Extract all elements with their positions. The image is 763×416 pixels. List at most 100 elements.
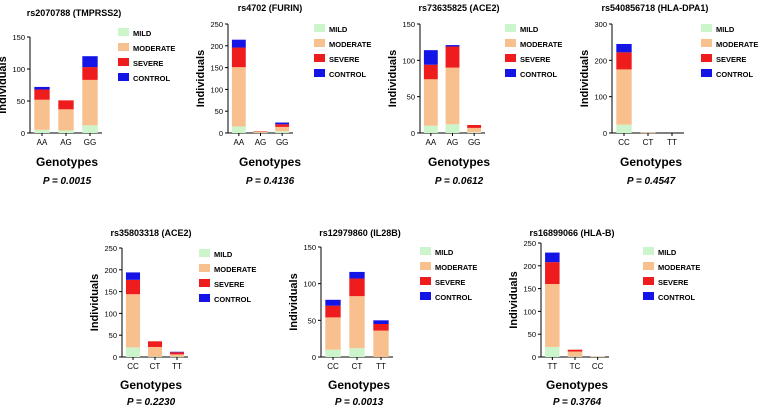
legend-label-control: CONTROL [214,295,251,304]
bar-segment-mild-gg [82,125,98,133]
legend-label-control: CONTROL [329,70,366,79]
bar-segment-mild-cc [616,124,632,133]
legend-label-mild: MILD [133,29,152,38]
legend-swatch-control [314,69,325,77]
x-tick-label: AA [425,138,436,147]
y-tick-label: 150 [12,33,25,42]
bar-segment-moderate-cc [325,317,341,350]
x-tick-label: AG [255,138,267,147]
chart-panel-2: rs4702 (FURIN) 0 50 100 150 200 250 Individuals… [195,3,371,187]
bar-segment-severe-aa [34,89,50,100]
legend-label-mild: MILD [329,25,348,34]
legend-label-moderate: MODERATE [435,263,477,272]
bar-segment-mild-cc [325,349,341,357]
y-tick-label: 150 [402,20,415,29]
chart-title: rs540856718 (HLA-DPA1) [602,3,709,13]
x-tick-label: TT [376,362,386,371]
chart-panel-6: rs12979860 (IL28B) 0 50 100 150 Individuals CC… [288,228,477,408]
bar-segment-mild-cc [125,347,141,357]
x-tick-label: CC [618,138,630,147]
bar-segment-severe-ct [147,341,163,347]
y-tick-label: 50 [407,93,415,102]
bar-segment-mild-ag [253,132,268,134]
x-tick-label: CT [352,362,363,371]
y-tick-label: 50 [17,97,25,106]
y-tick-label: 150 [303,243,316,252]
p-value: P = 0.3764 [553,397,602,408]
p-value: P = 0.2230 [127,397,176,408]
y-axis-label: Individuals [89,274,101,331]
bar-segment-moderate-ct [147,346,163,357]
x-axis-label: Genotypes [546,378,608,392]
p-value: P = 0.4547 [627,176,676,187]
p-value: P = 0.0612 [435,176,484,187]
y-axis-label: Individuals [195,50,207,107]
legend-swatch-mild [118,28,129,36]
chart-title: rs4702 (FURIN) [238,3,303,13]
x-tick-label: TT [547,362,557,371]
bar-segment-control-cc [325,299,341,306]
legend-swatch-mild [505,24,516,32]
bar-segment-moderate-cc [616,69,632,125]
chart-panel-1: rs2070788 (TMPRSS2) 0 50 100 150 Individuals A… [0,8,175,187]
bar-segment-moderate-aa [423,79,438,126]
p-value: P = 0.0013 [335,397,384,408]
bar-segment-severe-cc [616,52,632,70]
x-tick-label: AG [447,138,459,147]
bar-segment-severe-gg [275,124,290,127]
legend-swatch-severe [118,58,129,66]
legend-swatch-severe [420,277,431,285]
x-tick-label: CT [643,138,654,147]
x-axis-label: Genotypes [36,155,98,169]
y-tick-label: 250 [104,244,117,253]
legend-label-mild: MILD [520,25,539,34]
legend-swatch-severe [199,279,210,287]
bar-segment-severe-gg [467,125,482,128]
y-tick-label: 0 [113,353,117,362]
bar-segment-mild-aa [34,129,50,133]
bar-segment-severe-ct [349,278,365,297]
y-tick-label: 100 [402,56,415,65]
y-tick-label: 150 [210,64,223,73]
legend-swatch-moderate [701,39,712,47]
y-axis-label: Individuals [508,271,520,328]
bar-segment-mild-ct [147,356,163,358]
legend-label-moderate: MODERATE [658,263,700,272]
bar-segment-moderate-gg [467,127,482,133]
bar-segment-moderate-ct [640,132,656,134]
legend-swatch-mild [314,24,325,32]
legend-swatch-moderate [420,262,431,270]
bar-segment-control-ag [445,45,460,47]
legend-swatch-moderate [505,39,516,47]
bar-segment-severe-cc [325,305,341,318]
legend-swatch-mild [701,24,712,32]
legend-label-moderate: MODERATE [520,40,562,49]
legend-label-mild: MILD [658,248,677,257]
x-axis-label: Genotypes [620,155,682,169]
bar-segment-control-cc [616,43,632,53]
y-tick-label: 100 [12,65,25,74]
bar-segment-mild-tc [567,356,583,358]
y-tick-label: 200 [104,266,117,275]
chart-title: rs73635825 (ACE2) [418,3,499,13]
legend-label-moderate: MODERATE [133,44,175,53]
bar-segment-severe-gg [82,67,98,80]
bar-segment-severe-cc [125,279,141,295]
legend-swatch-control [199,294,210,302]
y-tick-label: 200 [594,56,607,65]
x-tick-label: CC [592,362,604,371]
legend-swatch-moderate [643,262,654,270]
chart-panel-3: rs73635825 (ACE2) 0 50 100 150 Individuals AA A… [387,3,562,187]
y-tick-label: 100 [594,93,607,102]
chart-title: rs35803318 (ACE2) [110,228,191,238]
bar-segment-moderate-ct [349,296,365,349]
bar-segment-severe-tc [567,349,583,352]
bar-segment-moderate-gg [82,79,98,126]
bar-segment-moderate-gg [275,126,290,132]
bar-segment-moderate-tt [545,284,560,347]
bar-segment-moderate-cc [590,356,605,358]
y-axis-label: Individuals [288,273,300,330]
bar-segment-severe-aa [231,47,246,68]
bar-segment-severe-tt [545,262,560,285]
